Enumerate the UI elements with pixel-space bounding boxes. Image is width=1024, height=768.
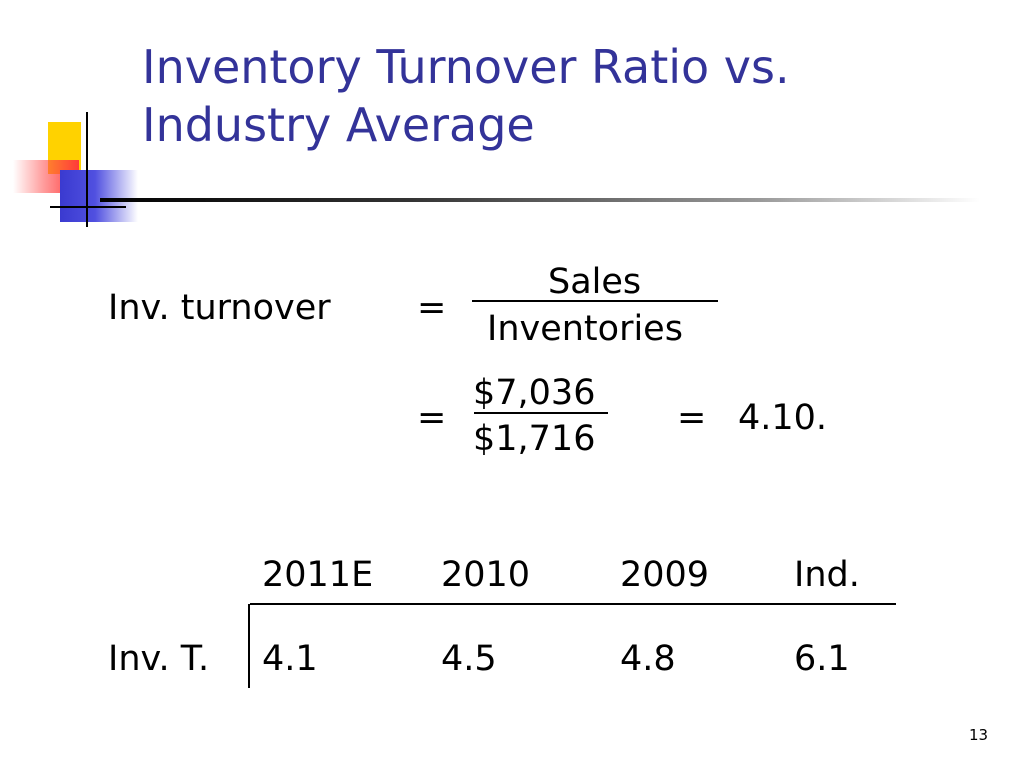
table-header-2011e: 2011E [262,555,374,595]
formula-label: Inv. turnover [108,288,331,328]
formula-numerator: Sales [548,262,642,302]
table-header-ind: Ind. [794,555,860,595]
decor-vertical-line [86,112,88,227]
table-cell-ind: 6.1 [794,639,850,679]
values-denominator: $1,716 [473,419,596,459]
table-row-label-rule [248,604,250,688]
values-fraction-bar [474,412,608,414]
table-header-2009: 2009 [620,555,710,595]
table-cell-2009: 4.8 [620,639,676,679]
formula-fraction-bar [472,300,718,302]
title-line-2: Industry Average [142,98,535,152]
title-line-1: Inventory Turnover Ratio vs. [142,40,790,94]
table-cell-2010: 4.5 [441,639,497,679]
decor-blue-square [60,170,138,222]
decor-horizontal-line [50,206,126,208]
values-numerator: $7,036 [473,373,596,413]
result-equals: = [677,398,707,438]
slide-title: Inventory Turnover Ratio vs. Industry Av… [142,38,790,154]
result-value: 4.10. [738,398,828,438]
table-header-rule [250,603,896,605]
table-header-2010: 2010 [441,555,531,595]
title-underline-rule [100,198,980,202]
table-cell-2011e: 4.1 [262,639,318,679]
page-number: 13 [969,726,989,744]
table-row-label: Inv. T. [108,639,210,679]
formula-equals-1: = [417,288,447,328]
values-equals: = [417,398,447,438]
formula-denominator: Inventories [487,309,683,349]
